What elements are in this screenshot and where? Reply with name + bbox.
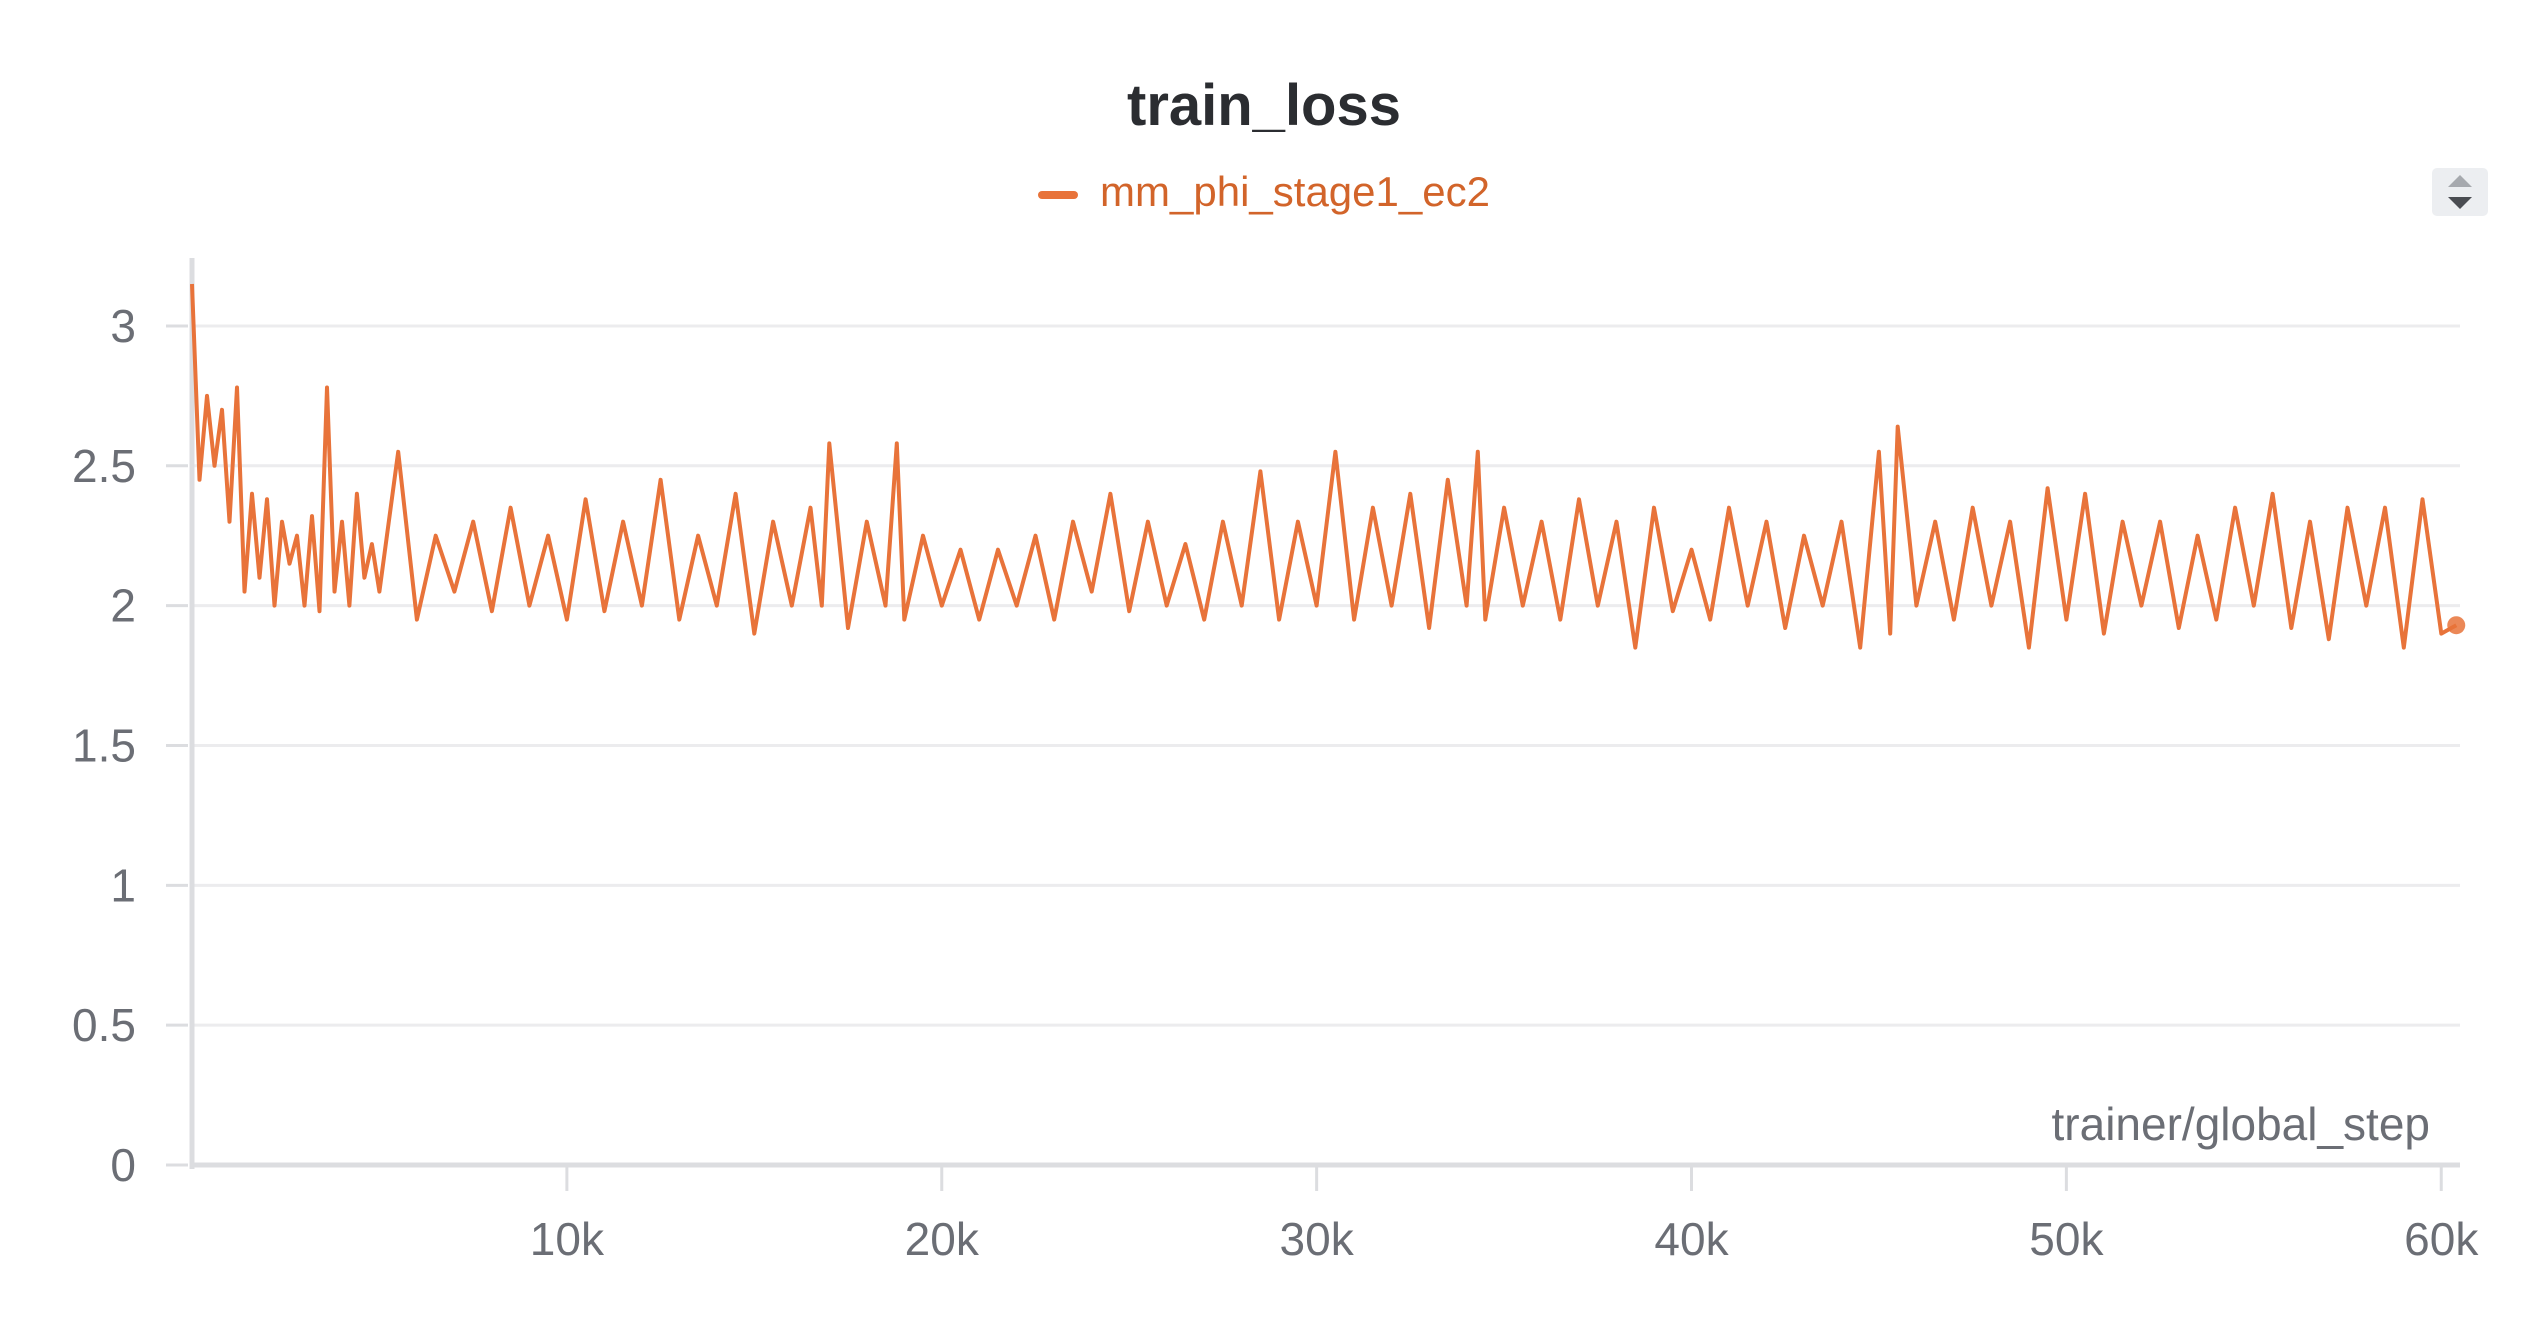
x-tick-label: 40k: [1654, 1213, 1729, 1265]
legend: mm_phi_stage1_ec2: [0, 168, 2528, 216]
series-group: [190, 283, 2466, 650]
x-tick-labels: 10k 20k 30k 40k 50k 60k: [530, 1213, 2480, 1265]
axes: [166, 258, 2460, 1191]
legend-scroll-down-icon[interactable]: [2448, 197, 2472, 209]
y-tick-label: 0.5: [72, 999, 136, 1051]
chart-title: train_loss: [1127, 73, 1401, 138]
y-tick-label: 0: [110, 1139, 136, 1191]
series-line[interactable]: [190, 283, 2458, 650]
grid-lines: [192, 324, 2460, 1027]
y-tick-label: 3: [110, 300, 136, 352]
legend-scroll-up-icon[interactable]: [2448, 175, 2472, 187]
x-tick-label: 50k: [2029, 1213, 2104, 1265]
y-tick-label: 1: [110, 859, 136, 911]
x-tick-label: 20k: [905, 1213, 980, 1265]
series-end-point[interactable]: [2447, 616, 2466, 635]
y-tick-label: 2.5: [72, 440, 136, 492]
x-axis-label: trainer/global_step: [2052, 1098, 2430, 1150]
y-tick-labels: 0 0.5 1 1.5 2 2.5 3: [72, 300, 136, 1191]
legend-scroll-control[interactable]: [2432, 168, 2488, 216]
x-tick-label: 30k: [1280, 1213, 1355, 1265]
y-tick-label: 2: [110, 580, 136, 632]
legend-label: mm_phi_stage1_ec2: [1100, 168, 1490, 215]
x-tick-label: 10k: [530, 1213, 605, 1265]
y-tick-label: 1.5: [72, 719, 136, 771]
legend-swatch: [1038, 190, 1079, 199]
x-tick-label: 60k: [2404, 1213, 2479, 1265]
